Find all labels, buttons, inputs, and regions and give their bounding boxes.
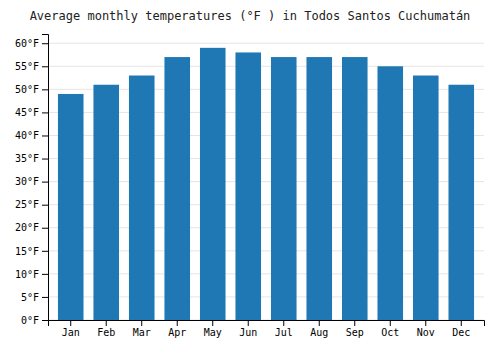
tick: 60°F bbox=[15, 38, 48, 49]
tick-label: 5°F bbox=[21, 292, 39, 303]
tick-label: Feb bbox=[97, 327, 115, 338]
tick-label: 60°F bbox=[15, 38, 39, 49]
tick: 5°F bbox=[21, 292, 48, 303]
title: Average monthly temperatures (°F ) in To… bbox=[30, 9, 471, 23]
bars bbox=[58, 48, 474, 320]
tick-label: Nov bbox=[417, 327, 435, 338]
tick: Dec bbox=[452, 320, 470, 338]
bar bbox=[164, 57, 190, 320]
tick-label: Jan bbox=[62, 327, 80, 338]
grid bbox=[48, 43, 484, 320]
tick-mark bbox=[42, 89, 48, 90]
tick-label: Sep bbox=[346, 327, 364, 338]
y-axis: 0°F 5°F 10°F 15°F 20°F 25°F 30°F 35°F 40°F 45°F 50… bbox=[15, 35, 49, 326]
tick-label: 35°F bbox=[15, 153, 39, 164]
tick-label: Dec bbox=[452, 327, 470, 338]
tick: Nov bbox=[417, 320, 435, 338]
tick-mark bbox=[42, 135, 48, 136]
tick-label: Apr bbox=[168, 327, 186, 338]
tick-mark bbox=[425, 320, 426, 326]
tick: Feb bbox=[97, 320, 115, 338]
tick-label: 45°F bbox=[15, 107, 39, 118]
plot: 0°F 5°F 10°F 15°F 20°F 25°F 30°F 35°F 40°F 45°F 50… bbox=[15, 35, 485, 339]
tick-label: 30°F bbox=[15, 176, 39, 187]
tick-label: 50°F bbox=[15, 84, 39, 95]
tick: 55°F bbox=[15, 61, 48, 72]
tick-mark bbox=[42, 112, 48, 113]
bar bbox=[58, 94, 84, 320]
tick-mark bbox=[42, 182, 48, 183]
tick: 50°F bbox=[15, 84, 48, 95]
tick: Mar bbox=[133, 320, 151, 338]
tick-label: 10°F bbox=[15, 269, 39, 280]
tick: 10°F bbox=[15, 269, 48, 280]
x-axis: Jan Feb Mar Apr May Jun Jul Aug Sep Oct Nov Dec bbox=[49, 320, 485, 338]
tick-label: Oct bbox=[381, 327, 399, 338]
tick-mark bbox=[319, 320, 320, 326]
tick-mark bbox=[283, 320, 284, 326]
tick-mark bbox=[42, 297, 48, 298]
chart: Average monthly temperatures (°F ) in To… bbox=[0, 0, 500, 350]
bar bbox=[129, 76, 155, 320]
tick-mark bbox=[70, 320, 71, 326]
tick-mark bbox=[42, 205, 48, 206]
tick-mark bbox=[461, 320, 462, 326]
tick-label: Jul bbox=[275, 327, 293, 338]
tick: Aug bbox=[310, 320, 328, 338]
tick-label: Aug bbox=[310, 327, 328, 338]
tick-mark bbox=[177, 320, 178, 326]
tick-label: 25°F bbox=[15, 199, 39, 210]
tick-mark bbox=[42, 251, 48, 252]
tick-label: Jun bbox=[239, 327, 257, 338]
tick: Jul bbox=[275, 320, 293, 338]
tick: 45°F bbox=[15, 107, 48, 118]
tick-label: Mar bbox=[133, 327, 151, 338]
bar bbox=[271, 57, 297, 320]
tick-mark bbox=[248, 320, 249, 326]
tick: 25°F bbox=[15, 199, 48, 210]
bar bbox=[413, 76, 439, 320]
tick-mark bbox=[141, 320, 142, 326]
tick: 30°F bbox=[15, 176, 48, 187]
tick-mark bbox=[354, 320, 355, 326]
tick-label: 15°F bbox=[15, 246, 39, 257]
tick: Apr bbox=[168, 320, 186, 338]
tick-label: 40°F bbox=[15, 130, 39, 141]
tick-mark bbox=[106, 320, 107, 326]
tick-label: 55°F bbox=[15, 61, 39, 72]
tick-mark bbox=[212, 320, 213, 326]
tick: 15°F bbox=[15, 246, 48, 257]
tick-mark bbox=[42, 66, 48, 67]
tick-mark bbox=[42, 320, 48, 321]
tick-mark bbox=[390, 320, 391, 326]
tick: 20°F bbox=[15, 222, 48, 233]
tick-mark bbox=[42, 274, 48, 275]
tick-label: 20°F bbox=[15, 222, 39, 233]
bar bbox=[342, 57, 368, 320]
tick-mark bbox=[42, 228, 48, 229]
tick-label: May bbox=[204, 327, 222, 338]
tick: 0°F bbox=[21, 315, 48, 326]
tick: 35°F bbox=[15, 153, 48, 164]
tick: May bbox=[204, 320, 222, 338]
bar bbox=[200, 48, 226, 320]
grid-line bbox=[48, 66, 484, 67]
tick: 40°F bbox=[15, 130, 48, 141]
tick-mark bbox=[42, 159, 48, 160]
grid-line bbox=[48, 43, 484, 44]
axis-line bbox=[49, 321, 485, 327]
tick-label: 0°F bbox=[21, 315, 39, 326]
bar bbox=[448, 85, 474, 320]
tick: Jan bbox=[62, 320, 80, 338]
axis-line bbox=[42, 35, 49, 321]
tick: Sep bbox=[346, 320, 364, 338]
bar bbox=[306, 57, 332, 320]
bar bbox=[235, 52, 261, 320]
tick: Jun bbox=[239, 320, 257, 338]
tick: Oct bbox=[381, 320, 399, 338]
bar bbox=[93, 85, 119, 320]
bar bbox=[377, 66, 403, 320]
tick-mark bbox=[42, 43, 48, 44]
